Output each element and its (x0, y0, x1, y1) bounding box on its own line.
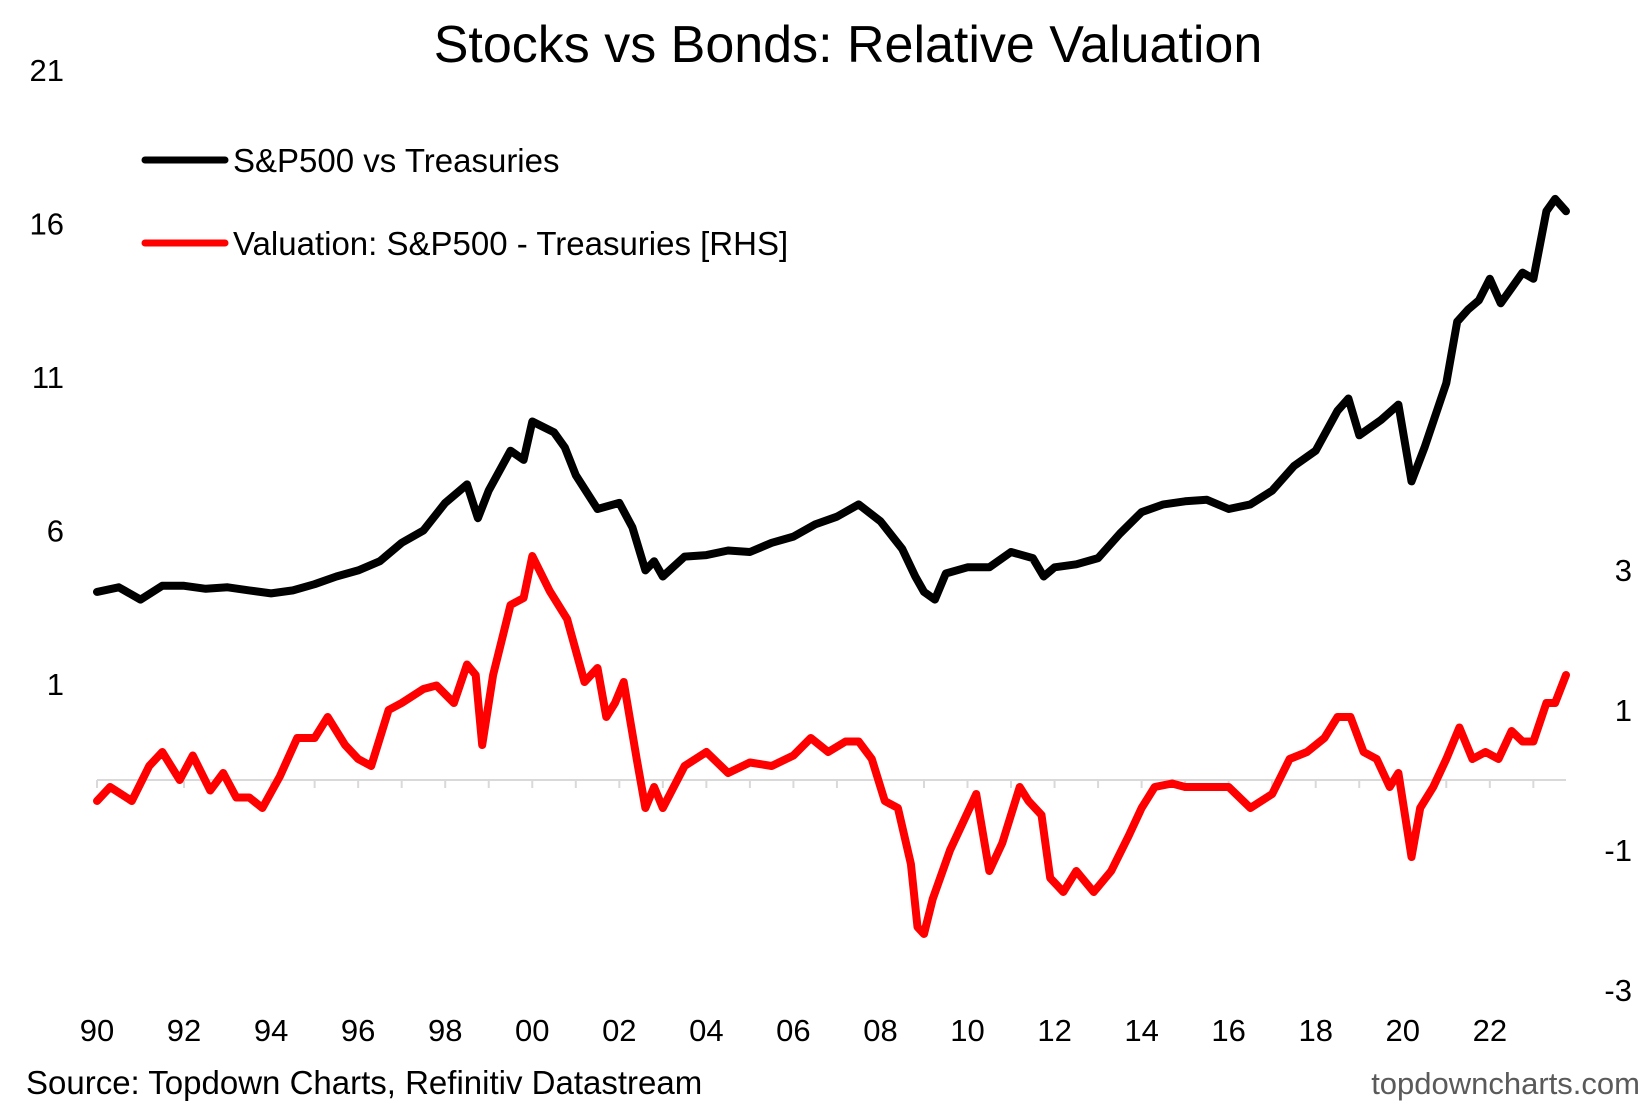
right-axis-ticks: 3 1 -1 -3 (1604, 553, 1632, 1008)
x-tick-label: 90 (80, 1013, 114, 1048)
x-tick-label: 18 (1298, 1013, 1332, 1048)
x-tick-label: 20 (1386, 1013, 1420, 1048)
legend: S&P500 vs Treasuries Valuation: S&P500 -… (141, 142, 788, 262)
x-tick-label: 08 (863, 1013, 897, 1048)
x-tick-label: 02 (602, 1013, 636, 1048)
x-tick-label: 92 (167, 1013, 201, 1048)
x-tick-label: 12 (1037, 1013, 1071, 1048)
left-tick-label: 1 (47, 667, 64, 702)
x-tick-label: 14 (1124, 1013, 1158, 1048)
left-tick-label: 21 (30, 53, 64, 88)
series-line-sp500-vs-treasuries (93, 194, 1570, 604)
source-note: Source: Topdown Charts, Refinitiv Datast… (26, 1064, 702, 1101)
x-tick-label: 22 (1473, 1013, 1507, 1048)
right-tick-label: 3 (1615, 553, 1632, 588)
left-tick-label: 16 (30, 207, 64, 242)
chart-title: Stocks vs Bonds: Relative Valuation (434, 16, 1263, 74)
x-tick-label: 06 (776, 1013, 810, 1048)
x-tick-label: 96 (341, 1013, 375, 1048)
x-tick-label: 98 (428, 1013, 462, 1048)
brand-watermark: topdowncharts.com (1371, 1066, 1640, 1101)
right-tick-label: -1 (1604, 833, 1632, 868)
x-tick-label: 00 (515, 1013, 549, 1048)
right-tick-label: 1 (1615, 693, 1632, 728)
x-axis-tickmarks (96, 780, 1535, 788)
right-tick-label: -3 (1604, 973, 1632, 1008)
series-line-valuation (93, 552, 1570, 938)
x-tick-label: 10 (950, 1013, 984, 1048)
left-axis-ticks: 21 16 11 6 1 (30, 53, 64, 702)
legend-label-valuation: Valuation: S&P500 - Treasuries [RHS] (233, 225, 788, 262)
x-axis-ticks: 90 92 94 96 98 00 02 04 06 08 10 12 14 16 18 20 22 (80, 1013, 1507, 1048)
left-tick-label: 6 (47, 514, 64, 549)
x-tick-label: 16 (1211, 1013, 1245, 1048)
x-tick-label: 94 (254, 1013, 288, 1048)
left-tick-label: 11 (32, 360, 64, 395)
x-tick-label: 04 (689, 1013, 723, 1048)
legend-label-sp500-vs-treasuries: S&P500 vs Treasuries (233, 142, 560, 179)
